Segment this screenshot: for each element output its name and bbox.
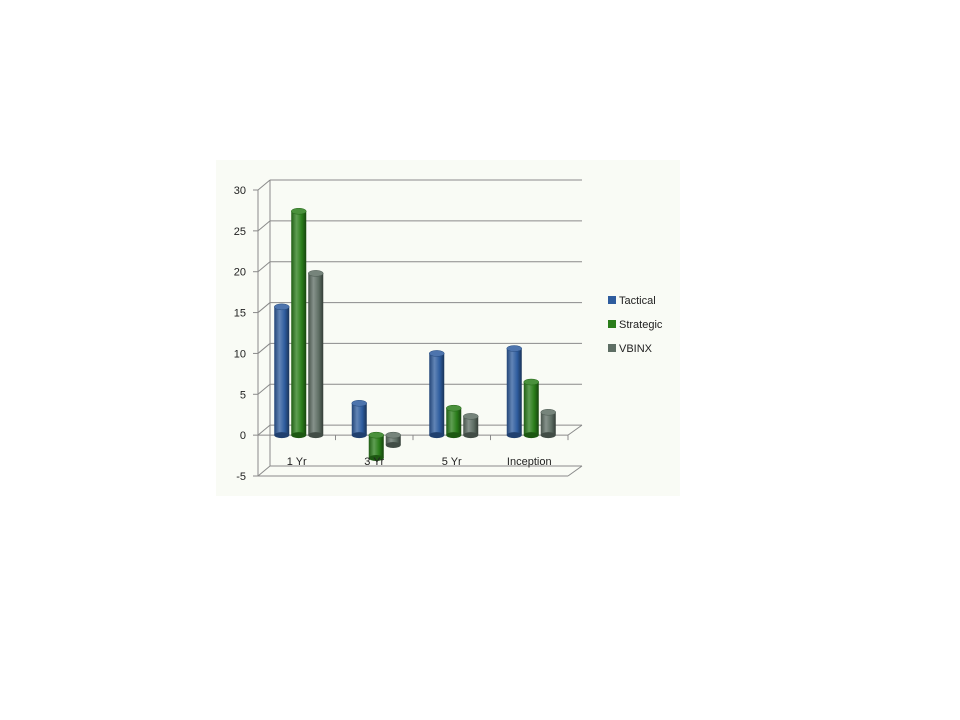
bar-strategic-1-yr xyxy=(291,207,307,439)
bar-body xyxy=(368,435,384,459)
bar-tactical-1-yr xyxy=(274,303,290,439)
legend-swatch xyxy=(608,320,616,328)
bar-bottom-cap xyxy=(506,432,522,439)
legend: Tactical Strategic VBINX xyxy=(608,295,663,355)
bar-top-cap xyxy=(446,404,462,412)
bar-body xyxy=(506,348,522,436)
legend-swatch xyxy=(608,296,616,304)
gridline-diagonal xyxy=(257,383,271,395)
bar-top-cap xyxy=(506,345,522,352)
bar-bottom-cap xyxy=(274,432,290,439)
bar-top-cap xyxy=(540,409,556,416)
gridline-diagonal xyxy=(257,220,271,232)
bar-bottom-cap xyxy=(385,441,401,448)
bar-bottom-cap xyxy=(429,432,445,439)
bar-bottom-cap xyxy=(308,432,324,439)
bar-body xyxy=(463,416,479,436)
bar-body xyxy=(540,412,556,436)
legend-item-tactical: Tactical xyxy=(608,295,656,307)
legend-label: VBINX xyxy=(619,343,653,355)
bars xyxy=(274,207,556,462)
bar-bottom-cap xyxy=(463,432,479,439)
bar-top-cap xyxy=(351,400,367,407)
bar-tactical-inception xyxy=(506,345,522,439)
y-tick-label: 0 xyxy=(240,430,246,442)
bar-top-cap xyxy=(429,350,445,357)
bar-bottom-cap xyxy=(523,432,539,439)
category-label-5-yr: 5 Yr xyxy=(442,456,462,468)
bar-tactical-3-yr xyxy=(351,400,367,439)
bar-strategic-inception xyxy=(523,378,539,439)
bar-vbinx-3-yr xyxy=(385,431,401,448)
gridline-diagonal xyxy=(257,465,271,477)
bar-bottom-cap xyxy=(540,432,556,439)
bar-body xyxy=(385,435,401,445)
y-tick-label: 25 xyxy=(234,226,246,238)
bar-body xyxy=(523,382,539,436)
category-label-inception: Inception xyxy=(507,456,552,468)
legend-label: Tactical xyxy=(619,295,656,307)
bottom-right-edge xyxy=(567,465,583,477)
gridline-diagonal xyxy=(257,424,271,436)
legend-item-vbinx: VBINX xyxy=(608,343,653,355)
y-tick-label: 30 xyxy=(234,185,246,197)
y-tick-label: 15 xyxy=(234,308,246,320)
bar-top-cap xyxy=(368,431,384,439)
y-tick-label: -5 xyxy=(236,471,246,483)
bar-body xyxy=(291,211,307,436)
gridline-diagonal xyxy=(257,179,271,191)
bar-top-cap xyxy=(308,270,324,277)
legend-swatch xyxy=(608,344,616,352)
gridline-diagonal xyxy=(257,261,271,273)
bar-bottom-cap xyxy=(351,432,367,439)
bar-chart: -5 0 5 10 15 20 25 30 1 Yr 3 Yr 5 Yr Inception Tac… xyxy=(234,179,663,483)
bar-strategic-5-yr xyxy=(446,404,462,439)
y-tick-label: 5 xyxy=(240,389,246,401)
bar-body xyxy=(446,408,462,436)
bar-top-cap xyxy=(274,303,290,311)
category-label-1-yr: 1 Yr xyxy=(287,456,307,468)
bar-top-cap xyxy=(291,207,307,215)
bar-body xyxy=(308,273,324,436)
bar-top-cap xyxy=(523,378,539,386)
bar-top-cap xyxy=(463,413,479,420)
bar-vbinx-1-yr xyxy=(308,270,324,439)
gridline-diagonal xyxy=(257,343,271,354)
bar-vbinx-5-yr xyxy=(463,413,479,439)
bar-vbinx-inception xyxy=(540,409,556,439)
category-label-3-yr: 3 Yr xyxy=(364,456,384,468)
legend-label: Strategic xyxy=(619,319,663,331)
bar-bottom-cap xyxy=(368,455,384,462)
legend-item-strategic: Strategic xyxy=(608,319,663,331)
bar-body xyxy=(429,353,445,436)
bar-body xyxy=(274,306,290,436)
bar-body xyxy=(351,403,367,436)
bar-top-cap xyxy=(385,431,401,439)
y-axis-ticks: -5 0 5 10 15 20 25 30 xyxy=(234,185,246,483)
floor-right-edge xyxy=(567,424,583,436)
bar-bottom-cap xyxy=(446,432,462,439)
bar-tactical-5-yr xyxy=(429,350,445,439)
bar-bottom-cap xyxy=(291,432,307,439)
x-axis-categories: 1 Yr 3 Yr 5 Yr Inception xyxy=(287,456,552,468)
y-tick-label: 10 xyxy=(234,348,246,360)
bar-strategic-3-yr xyxy=(368,431,384,462)
y-tick-label: 20 xyxy=(234,267,246,279)
gridline-diagonal xyxy=(257,302,271,313)
chart-panel: -5 0 5 10 15 20 25 30 1 Yr 3 Yr 5 Yr Inception Tac… xyxy=(216,160,680,496)
